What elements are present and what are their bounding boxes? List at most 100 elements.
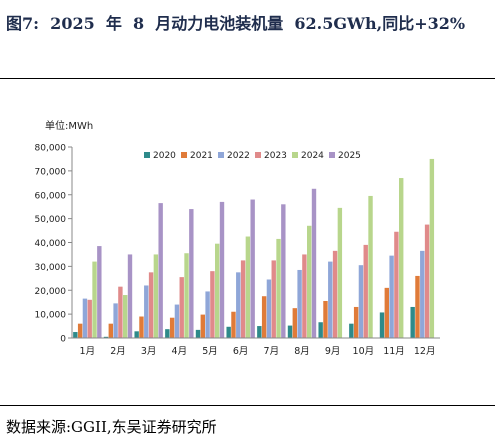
bar-2025-7月 <box>281 204 286 338</box>
bar-2023-9月 <box>332 250 338 338</box>
legend-label: 2021 <box>190 151 213 161</box>
bar-2021-1月 <box>77 323 83 338</box>
x-tick-label: 9月 <box>325 346 341 357</box>
bar-2025-4月 <box>189 209 194 338</box>
bar-2023-12月 <box>424 224 430 338</box>
bar-2024-12月 <box>429 158 435 338</box>
legend-swatch <box>144 152 150 158</box>
x-tick-label: 8月 <box>294 346 310 357</box>
bar-2023-6月 <box>240 260 246 338</box>
bar-2021-6月 <box>231 311 236 338</box>
legend-swatch <box>292 152 298 158</box>
bar-2024-7月 <box>276 238 281 338</box>
bar-2023-7月 <box>271 260 276 338</box>
y-tick-label: 30,000 <box>35 263 67 273</box>
bar-2020-1月 <box>73 332 78 338</box>
bar-chart: 单位:MWh 2020 2021 2022 2023 2024 2025 0 10,000 2… <box>35 119 440 357</box>
bar-2022-8月 <box>297 269 302 338</box>
bar-2024-3月 <box>153 254 159 338</box>
bar-2024-8月 <box>307 225 312 338</box>
y-tick-label: 40,000 <box>35 239 67 249</box>
bottom-divider <box>0 405 495 406</box>
legend-swatch <box>329 152 335 158</box>
bars <box>73 158 435 338</box>
bar-2025-8月 <box>311 188 317 338</box>
bar-2021-2月 <box>108 323 113 338</box>
bar-2025-3月 <box>158 203 163 338</box>
bar-2020-2月 <box>103 336 109 338</box>
bar-2022-10月 <box>358 265 364 338</box>
bar-2024-4月 <box>184 253 189 338</box>
y-tick-label: 50,000 <box>35 215 67 225</box>
legend-swatch <box>218 152 224 158</box>
bar-2022-9月 <box>328 261 333 338</box>
bar-2023-1月 <box>87 299 92 338</box>
bar-2024-6月 <box>245 236 251 338</box>
y-tick-label: 80,000 <box>35 144 67 154</box>
bar-2021-7月 <box>261 296 267 338</box>
y-axis: 0 10,000 20,000 30,000 40,000 50,000 60,000 70,… <box>35 144 73 345</box>
bar-2021-4月 <box>169 317 175 338</box>
bar-2022-6月 <box>236 272 241 338</box>
bar-2020-10月 <box>349 323 354 338</box>
top-divider <box>0 78 495 79</box>
bar-2022-1月 <box>82 298 88 338</box>
bar-2020-4月 <box>165 329 170 338</box>
bar-2020-8月 <box>287 325 293 338</box>
bar-2021-10月 <box>353 306 359 338</box>
legend-label: 2022 <box>227 151 250 161</box>
bar-2021-5月 <box>200 314 205 338</box>
x-tick-label: 3月 <box>141 346 157 357</box>
bar-2023-3月 <box>148 272 154 338</box>
y-tick-label: 20,000 <box>35 287 67 297</box>
bar-2020-5月 <box>195 329 201 338</box>
legend-label: 2025 <box>338 151 361 161</box>
bar-2023-2月 <box>118 286 123 338</box>
bar-2023-11月 <box>394 231 399 338</box>
bar-2025-5月 <box>219 201 225 338</box>
bar-2024-9月 <box>337 207 343 338</box>
bar-2025-6月 <box>250 199 255 338</box>
bar-2022-7月 <box>266 279 272 338</box>
bar-2024-11月 <box>399 178 404 338</box>
legend: 2020 2021 2022 2023 2024 2025 <box>144 151 361 161</box>
bar-2020-6月 <box>226 326 231 338</box>
bar-2024-10月 <box>368 195 373 338</box>
bar-2025-2月 <box>127 254 133 338</box>
legend-swatch <box>181 152 187 158</box>
bar-2021-9月 <box>323 300 328 338</box>
x-tick-label: 11月 <box>383 346 405 357</box>
y-tick-label: 60,000 <box>35 191 67 201</box>
bar-2024-1月 <box>92 261 97 338</box>
bar-2023-5月 <box>210 271 215 338</box>
bar-2021-3月 <box>139 316 144 338</box>
bar-2020-7月 <box>257 326 262 338</box>
x-tick-label: 6月 <box>233 346 249 357</box>
bar-2020-9月 <box>318 322 323 338</box>
bar-2022-3月 <box>144 285 149 338</box>
y-tick-label: 70,000 <box>35 167 67 177</box>
x-tick-label: 4月 <box>172 346 188 357</box>
bar-2020-11月 <box>379 312 385 338</box>
x-tick-label: 1月 <box>80 346 96 357</box>
bar-2021-11月 <box>384 287 389 338</box>
bar-2022-11月 <box>389 255 394 338</box>
source-note: 数据来源:GGII,东吴证券研究所 <box>6 418 217 436</box>
unit-label: 单位:MWh <box>45 119 93 132</box>
bar-2021-12月 <box>415 275 420 338</box>
bar-2020-3月 <box>134 331 139 338</box>
bar-2020-12月 <box>410 306 415 338</box>
legend-label: 2020 <box>153 151 176 161</box>
bar-2022-5月 <box>205 291 210 338</box>
x-tick-label: 10月 <box>353 346 375 357</box>
bar-2024-2月 <box>123 295 128 338</box>
bar-2022-2月 <box>113 303 118 338</box>
x-tick-label: 2月 <box>110 346 126 357</box>
x-axis: 1月 2月 3月 4月 5月 6月 7月 8月 9月 10月 11月 12月 <box>72 337 440 357</box>
bar-2024-5月 <box>215 243 220 338</box>
y-tick-label: 10,000 <box>35 311 67 321</box>
x-tick-label: 5月 <box>202 346 218 357</box>
bar-2023-8月 <box>302 254 307 338</box>
bar-2023-10月 <box>363 244 368 338</box>
y-tick-label: 0 <box>60 335 66 345</box>
